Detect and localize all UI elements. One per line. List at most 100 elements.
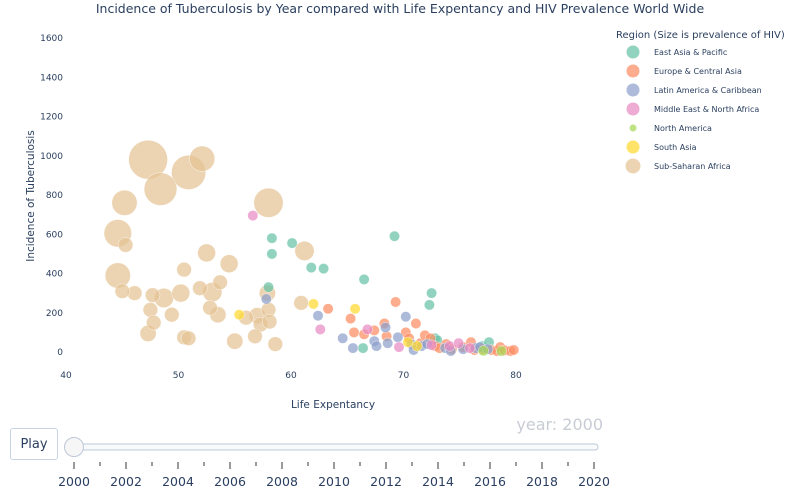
data-point[interactable]	[393, 341, 405, 353]
data-point[interactable]	[202, 300, 218, 316]
data-point[interactable]	[314, 323, 326, 335]
data-point[interactable]	[260, 293, 272, 305]
data-point[interactable]	[411, 340, 423, 352]
data-point[interactable]	[145, 287, 161, 303]
legend-swatch[interactable]	[626, 102, 640, 116]
legend-swatch[interactable]	[626, 45, 640, 59]
data-point[interactable]	[392, 331, 404, 343]
data-point[interactable]	[262, 314, 278, 330]
data-point[interactable]	[219, 254, 239, 273]
data-point[interactable]	[117, 237, 134, 253]
legend-item-label[interactable]: Sub-Saharan Africa	[654, 162, 731, 171]
data-point[interactable]	[266, 248, 278, 260]
data-point[interactable]	[247, 210, 259, 222]
data-point[interactable]	[197, 243, 216, 263]
data-point[interactable]	[312, 310, 324, 322]
data-point[interactable]	[410, 318, 422, 329]
data-point[interactable]	[464, 342, 476, 354]
data-point[interactable]	[349, 303, 361, 315]
x-tick-label: 60	[285, 371, 297, 381]
y-tick-label: 800	[46, 191, 63, 201]
data-point[interactable]	[347, 342, 359, 354]
x-tick-label: 70	[398, 371, 410, 381]
data-point[interactable]	[362, 323, 373, 335]
data-point[interactable]	[400, 311, 412, 323]
slider-tick-label[interactable]: 2010	[318, 474, 350, 489]
data-point[interactable]	[142, 302, 159, 318]
data-point[interactable]	[176, 262, 192, 278]
data-point[interactable]	[192, 280, 208, 296]
data-point[interactable]	[371, 340, 382, 352]
data-point[interactable]	[318, 263, 329, 274]
slider-rail[interactable]	[69, 443, 599, 451]
data-point[interactable]	[266, 232, 278, 244]
slider-tick-label[interactable]: 2016	[474, 474, 506, 489]
data-point[interactable]	[444, 340, 455, 352]
legend-swatch[interactable]	[626, 64, 640, 78]
data-point[interactable]	[111, 189, 138, 216]
slider-tick-label[interactable]: 2008	[266, 474, 298, 489]
data-point[interactable]	[305, 262, 317, 273]
data-point[interactable]	[146, 315, 162, 331]
data-point[interactable]	[382, 337, 394, 349]
slider-tick-label[interactable]: 2000	[58, 474, 90, 489]
slider-tick-label[interactable]: 2014	[422, 474, 454, 489]
legend-item-label[interactable]: East Asia & Pacific	[654, 48, 727, 57]
legend-item-label[interactable]: North America	[654, 124, 712, 133]
x-tick-label: 80	[510, 371, 522, 381]
data-point[interactable]	[226, 332, 244, 350]
data-point[interactable]	[426, 339, 437, 351]
legend-item-label[interactable]: Europe & Central Asia	[654, 67, 742, 76]
slider-handle[interactable]	[64, 437, 84, 457]
data-point[interactable]	[212, 274, 228, 290]
data-point[interactable]	[308, 298, 319, 310]
slider-tick-label[interactable]: 2004	[162, 474, 194, 489]
slider-tick-label[interactable]: 2002	[110, 474, 142, 489]
legend-swatch[interactable]	[626, 140, 640, 154]
data-point[interactable]	[390, 296, 401, 308]
data-point[interactable]	[348, 326, 360, 338]
data-point[interactable]	[104, 262, 131, 289]
data-point[interactable]	[247, 328, 263, 344]
data-point[interactable]	[357, 342, 369, 354]
data-point[interactable]	[423, 299, 435, 311]
data-point[interactable]	[495, 345, 507, 357]
data-point[interactable]	[426, 287, 437, 299]
data-point[interactable]	[114, 283, 130, 299]
data-point[interactable]	[477, 345, 489, 357]
slider-tick-label[interactable]: 2020	[578, 474, 610, 489]
data-point[interactable]	[293, 295, 309, 311]
data-point[interactable]	[294, 240, 315, 261]
data-point[interactable]	[345, 313, 356, 324]
legend-swatch[interactable]	[626, 83, 640, 97]
data-point[interactable]	[453, 337, 464, 349]
data-point[interactable]	[380, 322, 391, 333]
data-point[interactable]	[143, 172, 178, 206]
data-point[interactable]	[181, 330, 197, 346]
data-point[interactable]	[171, 283, 191, 303]
legend-swatch[interactable]	[625, 158, 641, 174]
slider-tick-label[interactable]: 2006	[214, 474, 246, 489]
slider-tick-label[interactable]: 2012	[370, 474, 402, 489]
year-slider[interactable]: 2000 2002 2004 2006 2008 2010 2012 2014 2016 2018…	[58, 437, 610, 490]
data-point[interactable]	[233, 309, 245, 321]
data-point[interactable]	[189, 145, 216, 172]
data-point[interactable]	[389, 230, 400, 242]
data-point[interactable]	[267, 336, 283, 352]
data-point[interactable]	[286, 237, 298, 249]
y-tick-label: 400	[46, 270, 63, 280]
legend-item-label[interactable]: South Asia	[654, 143, 697, 152]
legend-item-label[interactable]: Latin America & Caribbean	[654, 86, 762, 95]
data-point[interactable]	[508, 344, 520, 356]
data-point[interactable]	[358, 273, 370, 285]
legend-swatch[interactable]	[629, 124, 637, 132]
data-point[interactable]	[402, 336, 414, 348]
data-point[interactable]	[253, 187, 284, 218]
slider-tick-label[interactable]: 2018	[526, 474, 558, 489]
data-point[interactable]	[322, 303, 334, 315]
data-point[interactable]	[337, 332, 349, 344]
data-point[interactable]	[164, 307, 180, 323]
play-button[interactable]: Play	[10, 428, 58, 460]
data-point[interactable]	[263, 281, 274, 293]
legend-item-label[interactable]: Middle East & North Africa	[654, 105, 759, 114]
